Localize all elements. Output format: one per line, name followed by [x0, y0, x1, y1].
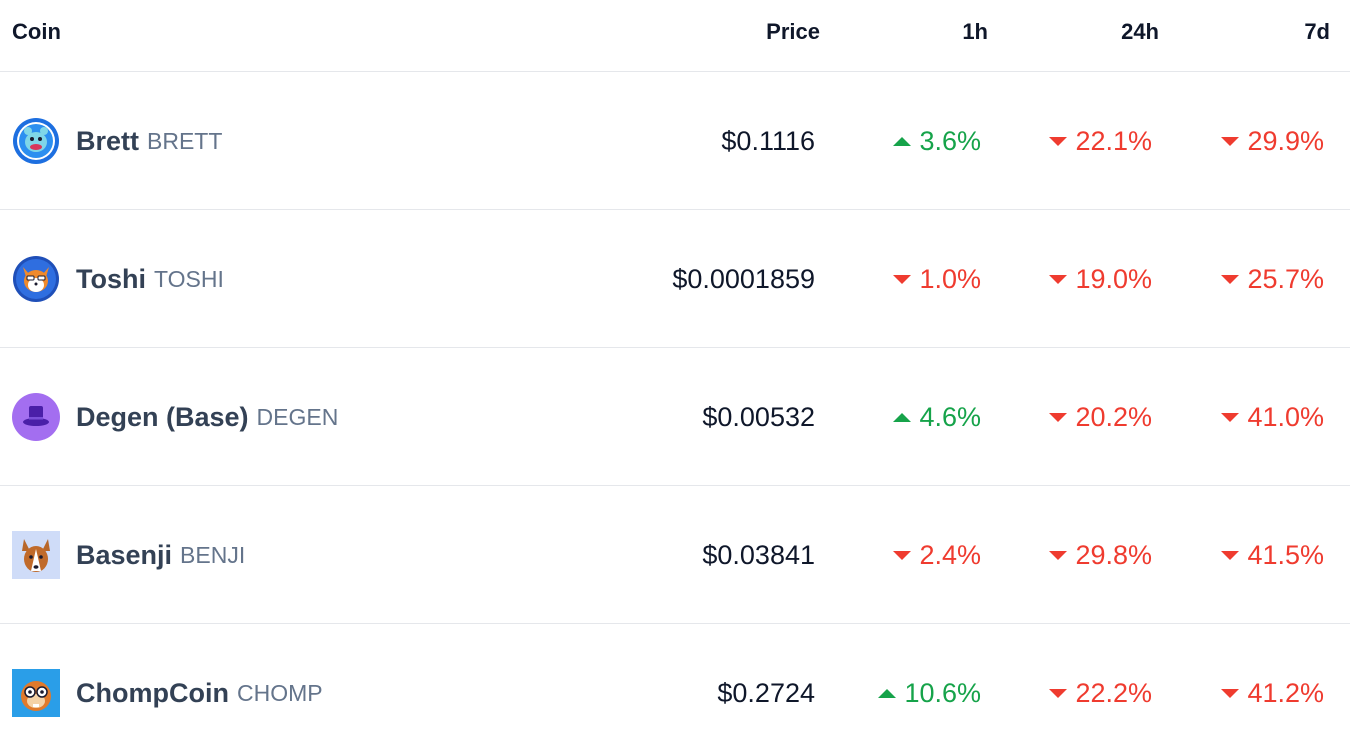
coin-cell[interactable]: ChompCoin CHOMP: [12, 624, 323, 754]
triangle-down-icon: [1049, 688, 1068, 698]
coin-name[interactable]: ChompCoin: [76, 677, 229, 708]
coin-price: $0.03841: [702, 540, 815, 570]
triangle-down-icon: [1049, 550, 1068, 560]
column-header-coin[interactable]: Coin: [12, 19, 61, 44]
table-row[interactable]: Brett BRETT $0.1116 3.6% 22.1% 29.9%: [0, 72, 1350, 210]
change-1h-value: 2.4%: [919, 539, 981, 570]
change-1h: 1.0%: [893, 210, 981, 348]
coin-price: $0.1116: [721, 126, 815, 156]
change-1h: 10.6%: [878, 624, 981, 754]
triangle-down-icon: [893, 274, 912, 284]
change-7d-value: 41.0%: [1247, 401, 1324, 432]
coin-price: $0.2724: [717, 678, 815, 708]
table-row[interactable]: Basenji BENJI $0.03841 2.4% 29.8% 41.5%: [0, 486, 1350, 624]
change-7d: 41.0%: [1221, 348, 1324, 486]
triangle-down-icon: [1049, 412, 1068, 422]
table-header: Coin Price 1h 24h 7d: [0, 0, 1350, 72]
coin-name[interactable]: Toshi: [76, 263, 146, 294]
triangle-down-icon: [1049, 136, 1068, 146]
change-24h: 29.8%: [1049, 486, 1152, 624]
coin-cell[interactable]: Degen (Base) DEGEN: [12, 348, 338, 486]
coin-name[interactable]: Brett: [76, 125, 140, 156]
change-24h: 22.1%: [1049, 72, 1152, 210]
chompcoin-logo-icon: [12, 669, 60, 717]
table-row[interactable]: Toshi TOSHI $0.0001859 1.0% 19.0% 25.7%: [0, 210, 1350, 348]
coin-name[interactable]: Degen (Base): [76, 401, 249, 432]
change-24h-value: 20.2%: [1075, 401, 1152, 432]
change-7d-value: 25.7%: [1247, 263, 1324, 294]
coin-cell[interactable]: Basenji BENJI: [12, 486, 245, 624]
change-7d-value: 41.2%: [1247, 677, 1324, 708]
change-24h: 20.2%: [1049, 348, 1152, 486]
triangle-down-icon: [1221, 136, 1240, 146]
column-header-price[interactable]: Price: [766, 19, 820, 44]
change-7d: 41.2%: [1221, 624, 1324, 754]
triangle-down-icon: [1049, 274, 1068, 284]
change-1h: 3.6%: [893, 72, 981, 210]
column-header-7d[interactable]: 7d: [1304, 19, 1330, 44]
triangle-down-icon: [1221, 412, 1240, 422]
change-1h-value: 10.6%: [904, 677, 981, 708]
coin-price: $0.00532: [702, 402, 815, 432]
triangle-up-icon: [878, 688, 897, 698]
change-24h: 22.2%: [1049, 624, 1152, 754]
basenji-logo-icon: [12, 531, 60, 579]
coin-symbol: BENJI: [180, 541, 246, 568]
change-24h-value: 22.2%: [1075, 677, 1152, 708]
change-7d: 29.9%: [1221, 72, 1324, 210]
table-row[interactable]: ChompCoin CHOMP $0.2724 10.6% 22.2% 41.2…: [0, 624, 1350, 754]
column-header-1h[interactable]: 1h: [962, 19, 988, 44]
coin-cell[interactable]: Brett BRETT: [12, 72, 222, 210]
change-1h-value: 3.6%: [919, 125, 981, 156]
table-row[interactable]: Degen (Base) DEGEN $0.00532 4.6% 20.2% 4…: [0, 348, 1350, 486]
brett-logo-icon: [12, 117, 60, 165]
change-7d-value: 41.5%: [1247, 539, 1324, 570]
column-header-24h[interactable]: 24h: [1121, 19, 1159, 44]
change-24h-value: 29.8%: [1075, 539, 1152, 570]
change-1h: 4.6%: [893, 348, 981, 486]
change-1h-value: 1.0%: [919, 263, 981, 294]
coin-price: $0.0001859: [672, 264, 815, 294]
change-1h: 2.4%: [893, 486, 981, 624]
toshi-logo-icon: [12, 255, 60, 303]
change-1h-value: 4.6%: [919, 401, 981, 432]
change-24h: 19.0%: [1049, 210, 1152, 348]
degen-logo-icon: [12, 393, 60, 441]
change-24h-value: 22.1%: [1075, 125, 1152, 156]
triangle-up-icon: [893, 136, 912, 146]
triangle-down-icon: [893, 550, 912, 560]
triangle-down-icon: [1221, 688, 1240, 698]
coin-symbol: BRETT: [147, 127, 223, 154]
change-24h-value: 19.0%: [1075, 263, 1152, 294]
change-7d: 41.5%: [1221, 486, 1324, 624]
triangle-down-icon: [1221, 550, 1240, 560]
coin-name[interactable]: Basenji: [76, 539, 173, 570]
change-7d-value: 29.9%: [1247, 125, 1324, 156]
coin-cell[interactable]: Toshi TOSHI: [12, 210, 224, 348]
triangle-up-icon: [893, 412, 912, 422]
coin-symbol: DEGEN: [256, 403, 339, 430]
change-7d: 25.7%: [1221, 210, 1324, 348]
triangle-down-icon: [1221, 274, 1240, 284]
coin-symbol: TOSHI: [154, 265, 224, 292]
coin-symbol: CHOMP: [236, 679, 323, 706]
